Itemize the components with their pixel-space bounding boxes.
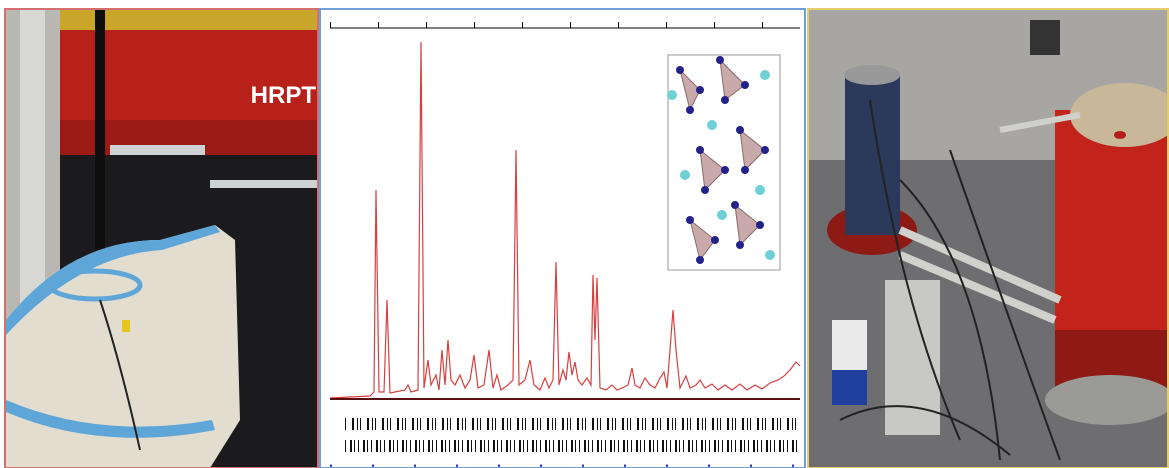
cables <box>839 99 1061 461</box>
diffraction-figure <box>321 10 805 468</box>
pillar <box>95 10 105 310</box>
middle-frame <box>319 8 806 468</box>
pump-base <box>832 370 867 405</box>
pattern-curve <box>329 41 801 399</box>
cations <box>667 70 775 260</box>
blue-band <box>6 400 215 438</box>
right-frame <box>807 8 1169 468</box>
blue-rim <box>6 225 220 335</box>
left-frame <box>4 8 319 468</box>
rail <box>898 251 1057 324</box>
drum-base <box>1045 375 1168 425</box>
tag <box>122 320 130 332</box>
pipe <box>210 180 318 188</box>
unit-cell <box>667 54 781 271</box>
side-rack <box>20 10 45 310</box>
rail <box>999 112 1081 133</box>
motor <box>1030 20 1060 55</box>
cable <box>99 299 141 451</box>
pipe <box>110 145 205 155</box>
pump <box>832 320 867 370</box>
hrpt-sign: HRPT <box>251 82 317 109</box>
shielding <box>6 225 240 468</box>
tetrahedra <box>679 58 766 262</box>
blue-ring <box>47 268 143 302</box>
anions <box>676 56 769 264</box>
cryostat <box>845 75 900 235</box>
left-photo: HRPT <box>6 10 318 468</box>
drum-hole <box>1114 131 1126 139</box>
crystal-inset <box>667 54 781 271</box>
cryostat-top <box>844 65 900 85</box>
rail <box>898 226 1062 304</box>
drum-top <box>1070 83 1168 147</box>
right-photo <box>809 10 1168 468</box>
